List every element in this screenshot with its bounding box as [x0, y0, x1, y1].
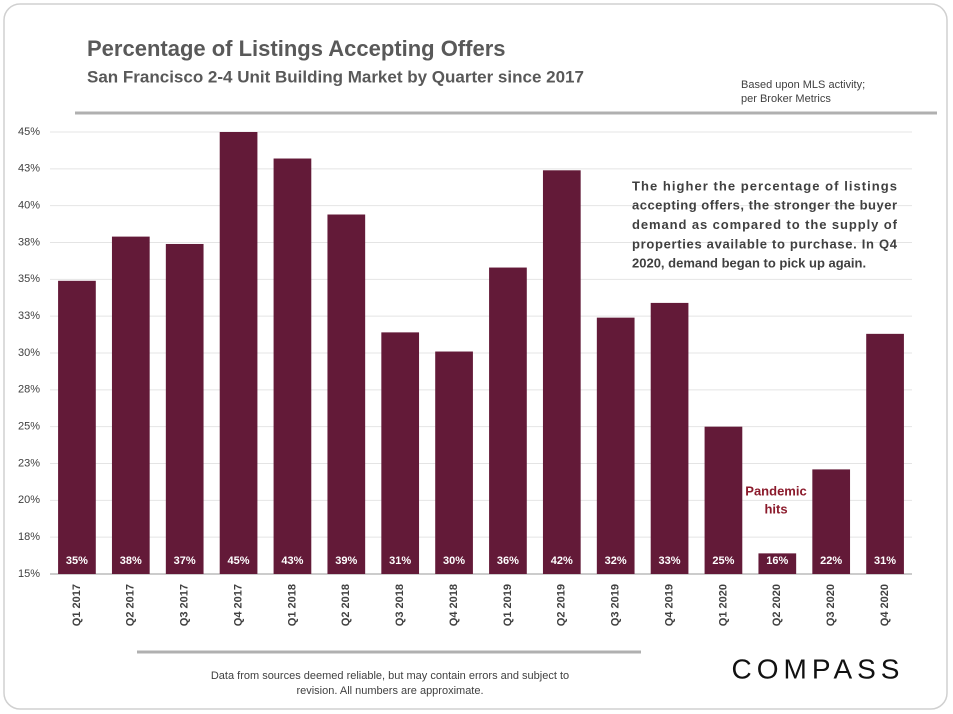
value-label: 43%: [281, 555, 303, 567]
annotation: accepting offers, the stronger the buyer: [632, 198, 897, 213]
bar: [704, 426, 743, 574]
y-tick-label: 25%: [18, 421, 40, 433]
brand-logo: COMPASS: [732, 653, 905, 684]
x-tick-label: Q1 2019: [502, 584, 514, 626]
bar: [273, 158, 312, 574]
value-label: 38%: [120, 555, 142, 567]
value-label: 30%: [443, 555, 465, 567]
bar: [596, 317, 635, 574]
x-tick-label: Q2 2019: [556, 584, 568, 626]
x-tick-label: Q4 2019: [663, 584, 675, 626]
annotation: 2020, demand began to pick up again.: [632, 256, 866, 271]
y-tick-label: 20%: [18, 494, 40, 506]
annotation: properties available to purchase. In Q4: [632, 236, 898, 251]
y-tick-label: 43%: [18, 163, 40, 175]
y-tick-label: 30%: [18, 347, 40, 359]
x-tick-label: Q4 2017: [232, 584, 244, 626]
y-tick-label: 28%: [18, 384, 40, 396]
x-tick-label: Q3 2017: [179, 584, 191, 626]
x-tick-label: Q1 2017: [71, 584, 83, 626]
x-tick-label: Q2 2017: [125, 584, 137, 626]
y-tick-label: 38%: [18, 236, 40, 248]
x-tick-label: Q3 2018: [394, 584, 406, 626]
bar: [219, 132, 258, 574]
bar: [111, 236, 150, 574]
footer: revision. All numbers are approximate.: [296, 685, 483, 697]
value-label: 36%: [497, 555, 519, 567]
x-tick-label: Q1 2020: [717, 584, 729, 626]
value-label: 39%: [335, 555, 357, 567]
annotation: demand as compared to the supply of: [632, 217, 898, 232]
note: per Broker Metrics: [741, 93, 831, 105]
y-tick-label: 35%: [18, 273, 40, 285]
x-tick-label: Q3 2020: [825, 584, 837, 626]
chart-title: Percentage of Listings Accepting Offers: [87, 36, 506, 61]
bar: [812, 469, 851, 574]
value-label: 45%: [228, 555, 250, 567]
footer: Data from sources deemed reliable, but m…: [211, 670, 569, 682]
event-label: hits: [764, 501, 787, 516]
value-label: 25%: [712, 555, 734, 567]
bar: [866, 333, 904, 574]
value-label: 35%: [66, 555, 88, 567]
value-label: 31%: [389, 555, 411, 567]
annotation: The higher the percentage of listings: [632, 178, 897, 193]
y-tick-label: 45%: [18, 126, 40, 138]
bar: [58, 280, 96, 574]
value-label: 33%: [659, 555, 681, 567]
value-label: 16%: [766, 555, 788, 567]
x-tick-label: Q2 2020: [771, 584, 783, 626]
y-tick-label: 15%: [18, 568, 40, 580]
y-tick-label: 23%: [18, 457, 40, 469]
value-label: 31%: [874, 555, 896, 567]
bar: [435, 351, 473, 574]
bar: [758, 553, 797, 574]
bar: [327, 214, 366, 575]
bar: [542, 170, 581, 574]
y-tick-label: 40%: [18, 200, 40, 212]
x-tick-label: Q1 2018: [286, 584, 298, 626]
value-label: 37%: [174, 555, 196, 567]
value-label: 22%: [820, 555, 842, 567]
event-label: Pandemic: [745, 483, 806, 498]
y-tick-label: 18%: [18, 531, 40, 543]
x-tick-label: Q2 2018: [340, 584, 352, 626]
x-tick-label: Q3 2019: [610, 584, 622, 626]
value-label: 42%: [551, 555, 573, 567]
y-tick-label: 33%: [18, 310, 40, 322]
bar: [165, 243, 204, 574]
value-label: 32%: [605, 555, 627, 567]
bar: [650, 302, 689, 574]
x-tick-label: Q4 2020: [879, 584, 891, 626]
bar: [489, 267, 527, 574]
bar: [381, 332, 420, 574]
x-tick-label: Q4 2018: [448, 584, 460, 626]
chart-subtitle: San Francisco 2-4 Unit Building Market b…: [87, 67, 584, 86]
note: Based upon MLS activity;: [741, 79, 865, 91]
